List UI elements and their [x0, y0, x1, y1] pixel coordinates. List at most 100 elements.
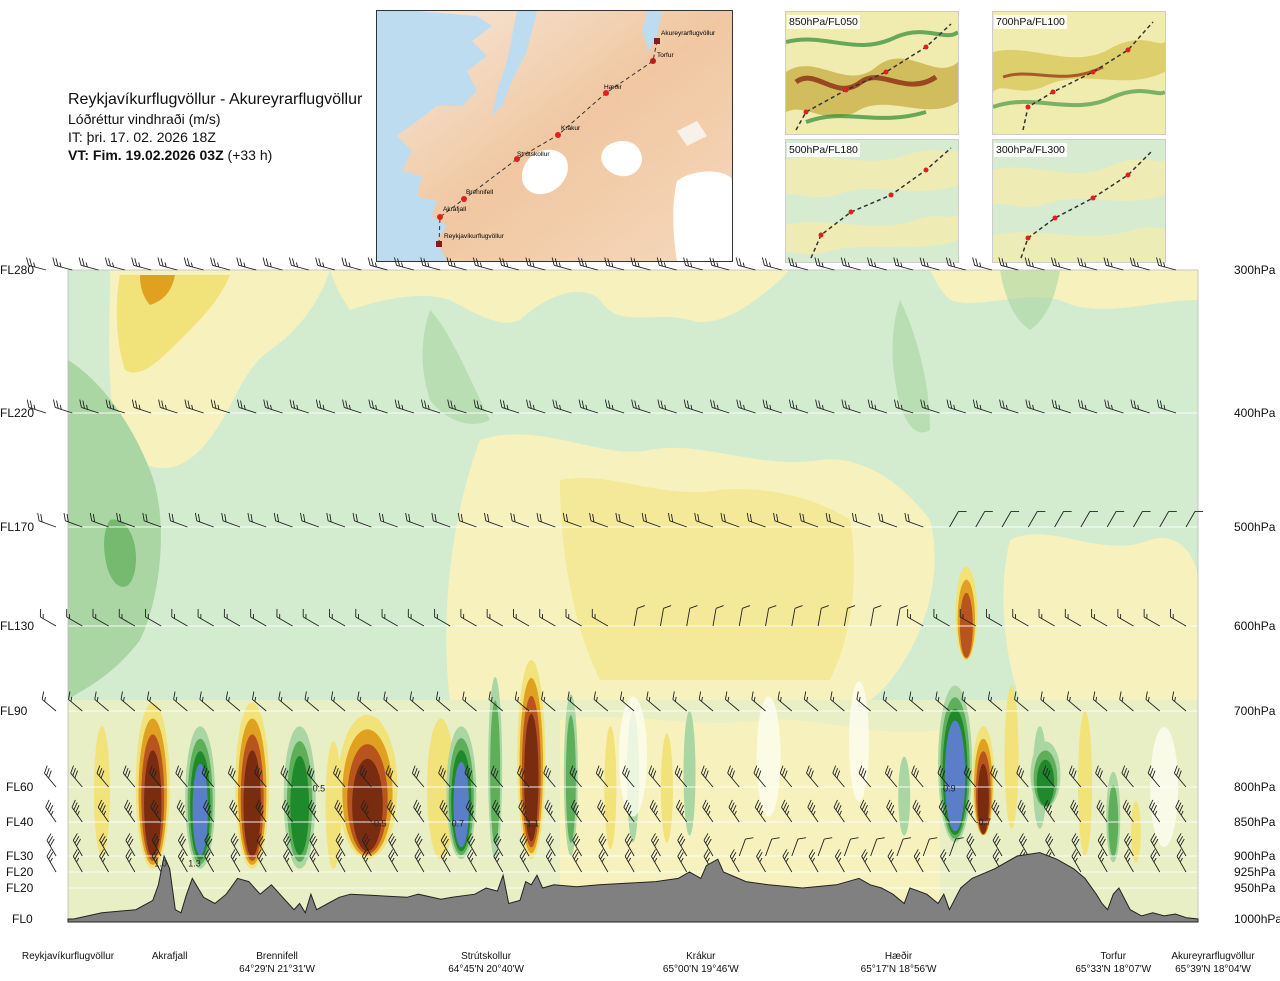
wind-barb [66, 608, 83, 627]
wind-barb [841, 399, 861, 414]
wind-barb [672, 691, 687, 712]
wind-barb [572, 833, 582, 857]
flight-level-label: FL20 [6, 865, 34, 879]
wind-barb [791, 837, 806, 857]
wind-barb [536, 512, 556, 528]
wind-barb [946, 399, 966, 414]
wind-barb [68, 691, 83, 712]
wind-barb [945, 257, 966, 271]
wind-barb [935, 691, 950, 712]
wind-barb [893, 257, 914, 271]
pressure-level-label: 600hPa [1234, 619, 1276, 633]
wind-barb [1071, 833, 1082, 857]
wind-barb [765, 605, 777, 627]
wind-barb [431, 512, 451, 528]
wind-barb [648, 765, 661, 788]
wind-barb [256, 849, 267, 873]
wind-barb [519, 833, 530, 857]
flight-level-label: FL60 [6, 780, 34, 794]
wind-barbs [26, 257, 1204, 873]
flight-level-label: FL40 [6, 815, 34, 829]
wind-barb [462, 691, 477, 712]
wind-barb [870, 837, 885, 857]
pressure-level-label: 400hPa [1234, 406, 1276, 420]
wind-barb [72, 833, 83, 857]
wind-barb [151, 833, 162, 857]
flight-level-label: FL280 [0, 263, 35, 277]
pressure-level-label: 300hPa [1234, 263, 1276, 277]
wind-barb [360, 799, 372, 823]
wind-barb [413, 799, 425, 823]
field-region [1003, 534, 1198, 700]
wind-barb [539, 608, 556, 627]
wind-barb [1042, 765, 1055, 788]
wind-barb [1176, 849, 1187, 873]
wind-barb [381, 608, 398, 627]
wind-barb [856, 691, 871, 712]
wind-barb [1045, 833, 1055, 857]
wind-barb [519, 849, 530, 873]
wind-barb [1077, 399, 1098, 414]
wind-barb [878, 512, 898, 528]
wind-barb [1017, 799, 1029, 823]
wind-barb [1016, 765, 1029, 788]
wind-barb [700, 765, 714, 788]
value-label: 0.5 [313, 783, 326, 793]
wind-barb [411, 765, 425, 788]
wind-barb [959, 608, 976, 627]
wind-barb [867, 399, 888, 414]
wind-barb [1054, 510, 1072, 528]
wind-barb [1064, 608, 1082, 627]
wind-barb [675, 799, 688, 823]
wind-barb [922, 837, 938, 857]
wind-barb [460, 608, 477, 627]
wind-barb [630, 257, 651, 271]
wind-barb [486, 608, 503, 627]
wind-barb [510, 512, 530, 528]
wind-barb [394, 399, 415, 414]
wind-barb [230, 849, 241, 873]
route-map: Akureyrarflugvöllur Torfur Hæðir Krákur … [376, 10, 733, 262]
wind-barb [702, 799, 714, 823]
wind-barb [633, 605, 646, 627]
wind-barb [1040, 691, 1055, 712]
wind-barb [817, 837, 833, 857]
wind-barb [641, 512, 661, 528]
wind-barb [858, 765, 871, 788]
wind-barb [598, 833, 609, 857]
wind-barb [788, 399, 809, 414]
wind-barb [1159, 510, 1177, 528]
wind-barb [940, 849, 950, 873]
wind-barb [99, 849, 109, 873]
wind-barb [72, 849, 83, 873]
wind-barb [861, 849, 872, 873]
terrain-profile [67, 852, 1199, 923]
wind-barb [41, 691, 57, 712]
wind-barb [541, 691, 556, 712]
waypoint-marker [437, 214, 443, 220]
wind-barb [843, 605, 856, 627]
wind-barb [247, 512, 267, 528]
location-name: Hæðir [884, 951, 913, 962]
map-label-brennifell: Brennifell [466, 189, 494, 196]
wind-barb [908, 691, 924, 712]
wind-barb [230, 833, 241, 857]
wind-barb [334, 799, 346, 823]
waypoint-marker [555, 132, 561, 138]
wind-barb [990, 765, 1003, 788]
wind-barb [118, 608, 136, 627]
wind-barb [227, 765, 241, 788]
wind-barb [1143, 608, 1160, 627]
wind-barb [488, 691, 504, 712]
wind-barb [1104, 399, 1124, 414]
wind-barb [490, 765, 504, 788]
wind-barb [986, 608, 1003, 627]
downdraft-cell [1004, 685, 1019, 829]
wind-barb [414, 849, 425, 873]
mini-map-svg [993, 140, 1165, 262]
wind-barb [304, 691, 320, 712]
wind-barb [368, 399, 388, 414]
wind-barb [250, 608, 267, 627]
wind-barb [308, 799, 320, 823]
wind-barb [1091, 608, 1108, 627]
